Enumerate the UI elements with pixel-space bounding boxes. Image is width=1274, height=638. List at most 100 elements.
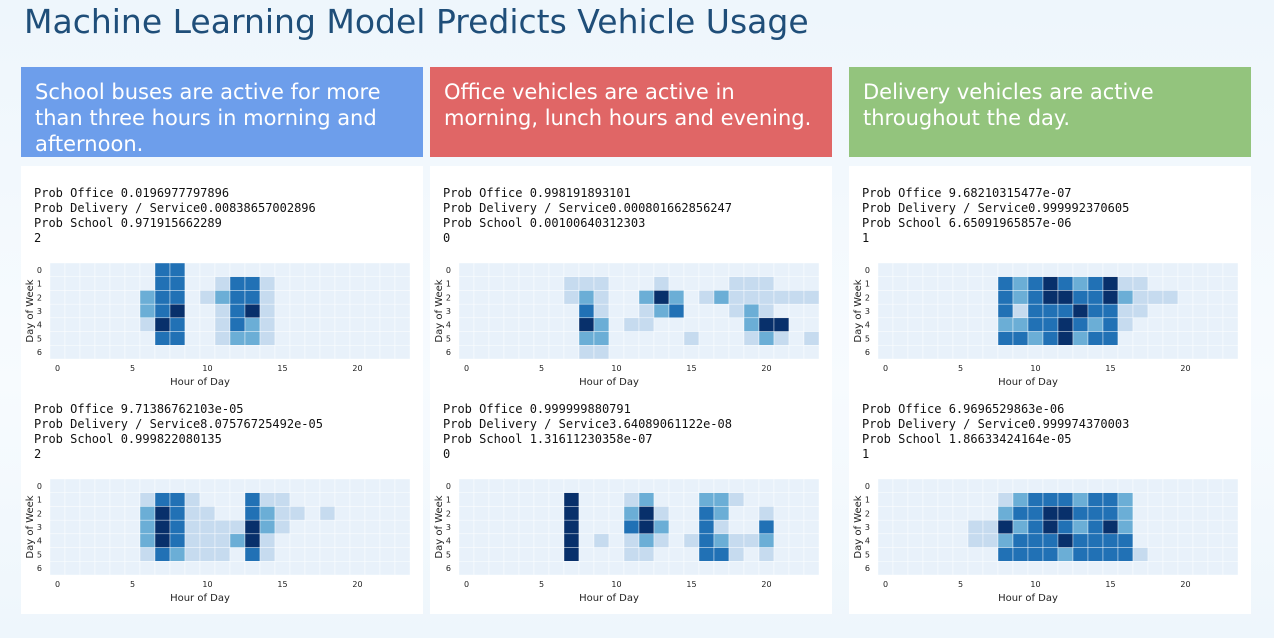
heatmap-cell	[1057, 492, 1074, 507]
heatmap-cell	[728, 317, 745, 332]
y-tick-label: 3	[446, 523, 451, 532]
heatmap-cell	[503, 331, 520, 346]
heatmap-cell	[169, 492, 186, 507]
heatmap-cell	[1147, 303, 1164, 319]
heatmap-cell	[473, 533, 490, 548]
heatmap-cell	[184, 506, 201, 521]
heatmap-cell	[1147, 345, 1164, 360]
heatmap-cell	[518, 276, 535, 291]
heatmap-cell	[907, 345, 924, 360]
x-tick-label: 20	[1180, 580, 1190, 589]
heatmap-cell	[1072, 492, 1089, 507]
heatmap-cell	[982, 533, 999, 548]
heatmap-cell	[1102, 331, 1119, 346]
heatmap-cell	[379, 303, 396, 319]
heatmap-cell	[788, 345, 805, 360]
heatmap-cell	[214, 331, 231, 346]
heatmap-cell	[922, 331, 939, 346]
heatmap-cell	[1027, 478, 1044, 493]
heatmap-cell	[488, 303, 505, 319]
heatmap-cell	[64, 492, 81, 507]
heatmap-cell	[1117, 276, 1134, 291]
heatmap-cell	[379, 276, 396, 291]
heatmap-cell	[788, 276, 805, 291]
heatmap-cell	[259, 492, 276, 507]
x-tick-label: 20	[1180, 364, 1190, 373]
heatmap-cell	[608, 547, 625, 562]
heatmap-cell	[548, 290, 565, 305]
heatmap-cell	[139, 533, 156, 548]
heatmap-cell	[937, 303, 954, 319]
heatmap-cell	[1012, 345, 1029, 360]
heatmap-cell	[713, 519, 730, 535]
heatmap-cell	[967, 331, 984, 346]
heatmap-cell	[548, 276, 565, 291]
heatmap-cell	[548, 262, 565, 277]
heatmap-cell	[803, 262, 820, 277]
heatmap-cell	[1162, 262, 1179, 277]
prediction-line: Prob Delivery / Service0.999974370003	[862, 417, 1130, 431]
heatmap-cell	[743, 533, 760, 548]
heatmap-cell	[1222, 331, 1239, 346]
y-tick-label: 5	[446, 334, 451, 343]
heatmap-cell	[743, 492, 760, 507]
heatmap-cell	[593, 561, 610, 576]
x-tick-label: 20	[352, 580, 362, 589]
heatmap-cell	[124, 303, 141, 319]
heatmap-cell	[698, 506, 715, 521]
heatmap-cell	[623, 561, 640, 576]
heatmap-cell	[1042, 547, 1059, 562]
heatmap-cell	[533, 303, 550, 319]
heatmap-cell	[1222, 290, 1239, 305]
heatmap-cell	[458, 547, 475, 562]
heatmap-cell	[244, 262, 261, 277]
heatmap-cell	[518, 519, 535, 535]
heatmap-cell	[1117, 506, 1134, 521]
heatmap-cell	[1192, 478, 1209, 493]
heatmap-cell	[593, 478, 610, 493]
x-tick-label: 20	[761, 364, 771, 373]
heatmap-cell	[997, 317, 1014, 332]
heatmap-cell	[473, 345, 490, 360]
heatmap-cell	[683, 506, 700, 521]
heatmap-cell	[184, 262, 201, 277]
heatmap-cell	[1222, 345, 1239, 360]
heatmap-cell	[1162, 519, 1179, 535]
heatmap-cell	[668, 561, 685, 576]
heatmap-cell	[563, 561, 580, 576]
heatmap-cell	[638, 478, 655, 493]
heatmap-cell	[1102, 290, 1119, 305]
heatmap-cell	[997, 547, 1014, 562]
heatmap-cell	[877, 262, 894, 277]
heatmap-cell	[1087, 317, 1104, 332]
heatmap-cell	[967, 262, 984, 277]
heatmap-cell	[1087, 331, 1104, 346]
heatmap-cell	[1132, 345, 1149, 360]
heatmap-cell	[683, 492, 700, 507]
heatmap-cell	[124, 547, 141, 562]
heatmap-cell	[488, 345, 505, 360]
heatmap-cell	[1102, 492, 1119, 507]
heatmap-cell	[967, 317, 984, 332]
heatmap-cell	[488, 561, 505, 576]
heatmap-cell	[1132, 533, 1149, 548]
heatmap-cell	[877, 478, 894, 493]
heatmap-cell	[892, 533, 909, 548]
heatmap-cell	[49, 262, 66, 277]
heatmap-cell	[1222, 506, 1239, 521]
heatmap-cell	[698, 547, 715, 562]
heatmap-cell	[922, 303, 939, 319]
x-axis-label: Hour of Day	[579, 377, 639, 388]
heatmap-cell	[1222, 317, 1239, 332]
x-tick-label: 5	[130, 580, 135, 589]
heatmap-cell	[1057, 519, 1074, 535]
heatmap-cell	[638, 331, 655, 346]
heatmap-cell	[364, 317, 381, 332]
x-tick-label: 15	[686, 580, 696, 589]
heatmap-cell	[488, 331, 505, 346]
heatmap-cell	[349, 345, 366, 360]
heatmap-cell	[563, 506, 580, 521]
heatmap-cell	[304, 547, 321, 562]
heatmap-cell	[892, 547, 909, 562]
y-axis-label: Day of Week	[25, 279, 36, 342]
